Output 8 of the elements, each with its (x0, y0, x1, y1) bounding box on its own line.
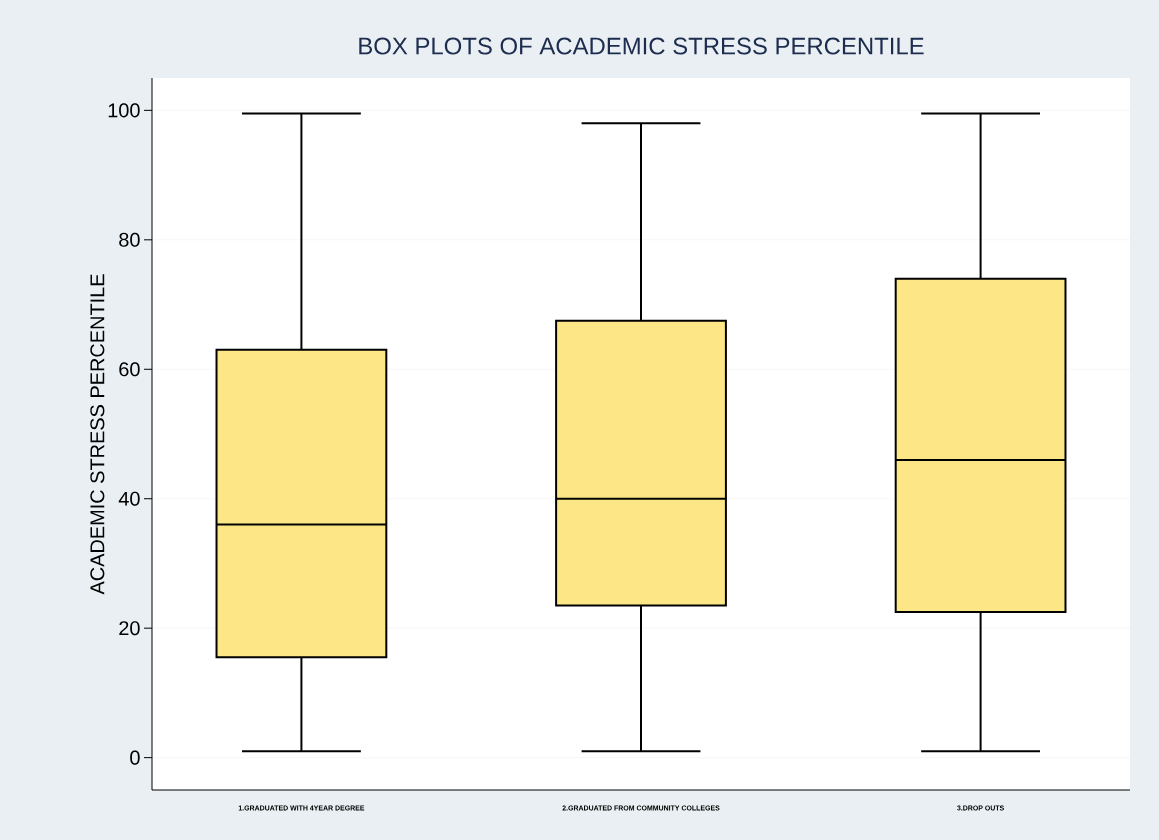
y-tick-label: 80 (119, 232, 140, 247)
y-tick-label: 100 (108, 103, 140, 118)
y-tick-label: 40 (118, 491, 140, 506)
chart-title: BOX PLOTS OF ACADEMIC STRESS PERCENTILE (359, 37, 924, 55)
y-tick-label: 20 (119, 621, 140, 636)
y-tick-label: 0 (130, 750, 140, 765)
y-tick-label: 60 (119, 362, 140, 377)
y-axis-title: ACADEMIC STRESS PERCENTILE (90, 274, 105, 595)
